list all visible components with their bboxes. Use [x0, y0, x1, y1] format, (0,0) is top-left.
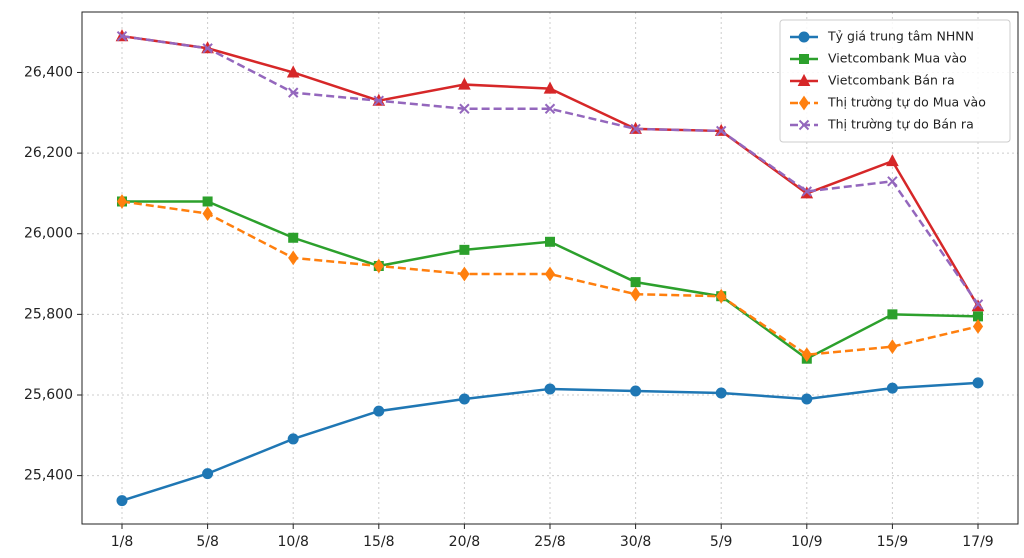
marker: [972, 299, 984, 310]
marker: [459, 103, 470, 114]
y-tick-label: 26,000: [24, 226, 73, 242]
marker: [288, 232, 299, 243]
y-tick-label: 25,800: [24, 306, 73, 322]
marker: [972, 377, 984, 389]
marker: [887, 339, 898, 354]
marker: [543, 81, 557, 94]
legend-label: Thị trường tự do Bán ra: [827, 117, 974, 132]
marker: [202, 43, 213, 54]
marker: [797, 73, 811, 86]
marker: [459, 266, 470, 282]
marker: [458, 393, 470, 405]
legend-label: Thị trường tự do Mua vào: [827, 95, 986, 110]
marker: [545, 236, 555, 247]
marker: [716, 288, 727, 304]
x-tick-label: 15/8: [363, 534, 394, 550]
x-tick-label: 15/9: [877, 534, 908, 550]
x-tick-label: 17/9: [962, 534, 993, 550]
marker: [544, 383, 556, 395]
marker: [798, 31, 810, 43]
marker: [799, 54, 809, 64]
y-tick-label: 25,400: [24, 468, 73, 484]
marker: [544, 266, 556, 282]
legend-box: [779, 19, 1011, 143]
marker: [202, 468, 214, 480]
marker: [630, 286, 641, 302]
marker: [630, 123, 641, 135]
marker: [459, 244, 470, 255]
marker: [886, 382, 898, 394]
series-line: [121, 34, 980, 305]
marker: [972, 319, 984, 334]
x-tick-label: 5/8: [196, 534, 219, 550]
marker: [458, 77, 471, 90]
marker: [887, 309, 898, 320]
legend-label: Tỷ giá trung tâm NHNN: [827, 29, 974, 44]
legend: Tỷ giá trung tâm NHNN Vietcombank Mua vào…: [779, 19, 1011, 143]
marker: [715, 125, 727, 137]
marker: [373, 95, 385, 106]
marker: [630, 385, 642, 397]
marker: [887, 176, 898, 187]
legend-label: Vietcombank Bán ra: [828, 73, 955, 88]
marker: [287, 433, 299, 445]
x-tick-label: 30/8: [620, 534, 651, 550]
x-tick-label: 1/8: [111, 534, 134, 550]
marker: [373, 405, 385, 417]
marker: [287, 87, 299, 98]
marker: [116, 495, 128, 507]
series-line: [121, 200, 979, 356]
x-tick-label: 10/8: [277, 534, 308, 550]
marker: [801, 393, 813, 405]
marker: [798, 95, 810, 111]
marker: [286, 65, 300, 78]
marker: [202, 206, 213, 221]
marker: [544, 103, 556, 114]
marker: [373, 258, 384, 274]
marker: [116, 194, 128, 209]
marker: [886, 154, 899, 167]
y-tick-label: 25,600: [24, 387, 73, 403]
marker: [288, 250, 299, 266]
marker: [798, 119, 810, 131]
legend-label: Vietcombank Mua vào: [828, 51, 967, 66]
x-tick-label: 10/9: [791, 534, 822, 550]
y-tick-label: 26,400: [24, 64, 73, 80]
x-tick-label: 25/8: [534, 534, 565, 550]
x-tick-label: 20/8: [449, 534, 480, 550]
marker: [801, 186, 813, 197]
marker: [202, 196, 213, 207]
grid: [82, 12, 1018, 524]
y-tick-label: 26,200: [24, 145, 73, 161]
x-tick-label: 5/9: [710, 534, 733, 550]
marker: [715, 387, 727, 399]
marker: [116, 30, 128, 42]
marker: [630, 277, 641, 288]
marker: [801, 347, 812, 363]
